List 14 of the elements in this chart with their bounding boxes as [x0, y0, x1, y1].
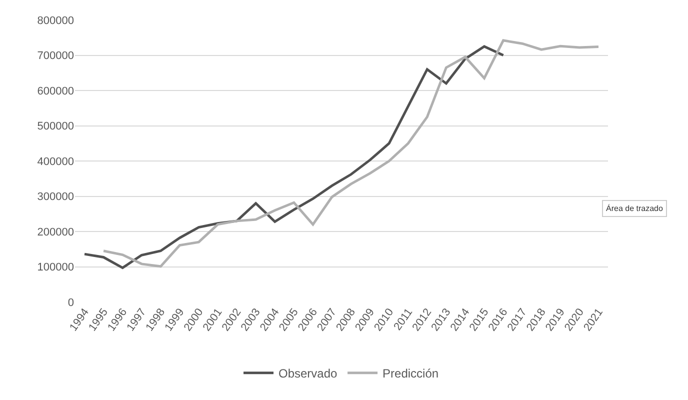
line-series — [83, 45, 505, 270]
legend-label: Predicción — [382, 366, 439, 381]
y-tick-label: 600000 — [37, 85, 74, 98]
y-tick-label: 0 — [68, 296, 74, 309]
line-series — [102, 39, 600, 268]
y-tick-label: 400000 — [37, 156, 74, 168]
annotation: Área de trazado — [606, 204, 664, 213]
y-tick-label: 500000 — [37, 120, 74, 133]
y-tick-label: 100000 — [37, 262, 74, 274]
y-tick-label: 200000 — [37, 226, 74, 238]
y-tick-label: 700000 — [37, 50, 74, 62]
y-tick-label: 300000 — [37, 191, 74, 204]
legend-label: Observado — [278, 366, 338, 381]
y-tick-label: 800000 — [37, 14, 74, 27]
